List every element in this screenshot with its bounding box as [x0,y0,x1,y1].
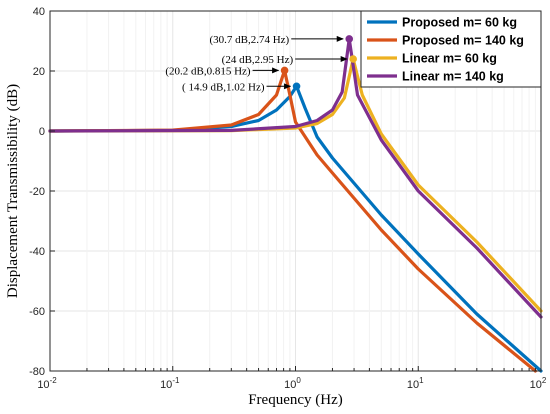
legend-label: Linear m= 140 kg [402,70,504,84]
peak-marker [349,55,357,63]
peak-annotation: (20.2 dB,0.815 Hz) [165,65,251,77]
y-tick-label: -60 [29,306,45,318]
legend-label: Linear m= 60 kg [402,52,497,66]
legend-label: Proposed m= 140 kg [402,34,524,48]
legend-box [360,10,542,88]
series-line [48,84,543,373]
y-tick-label: 20 [33,66,45,78]
peak-markers [280,35,357,91]
y-tick-label: 40 [33,6,45,18]
annotations: (30.7 dB,2.74 Hz) (24 dB,2.95 Hz)(20.2 dB… [165,34,348,93]
peak-annotation: ( 14.9 dB,1.02 Hz) [182,81,265,93]
series-lines [48,37,543,373]
peak-annotation: (24 dB,2.95 Hz) [222,54,294,66]
series-line [48,68,537,373]
peak-annotation: (30.7 dB,2.74 Hz) [209,34,289,46]
x-axis-title: Frequency (Hz) [248,392,343,408]
y-axis-title: Displacement Transmissibility (dB) [5,84,21,298]
series-line [48,37,543,319]
y-tick-label: -40 [29,246,45,258]
peak-marker [292,82,301,91]
legend: Proposed m= 60 kg Proposed m= 140 kg Linea… [360,10,542,88]
y-tick-label: -20 [29,186,45,198]
y-tick-label: 0 [39,126,45,138]
peak-marker [345,35,354,43]
legend-label: Proposed m= 60 kg [402,16,517,30]
y-tick-label: -80 [29,366,45,378]
peak-marker [280,66,289,75]
